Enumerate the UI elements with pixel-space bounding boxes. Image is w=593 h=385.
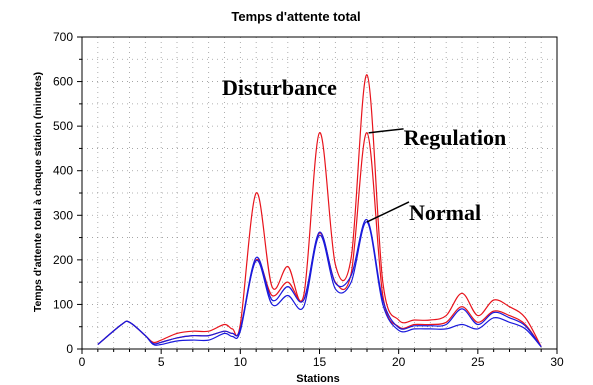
annotation-label: Normal — [409, 200, 481, 225]
y-tick-label: 400 — [53, 164, 73, 178]
y-tick-label: 300 — [53, 208, 73, 222]
y-tick-label: 600 — [53, 75, 73, 89]
y-tick-label: 200 — [53, 253, 73, 267]
annotation-pointer — [366, 201, 410, 223]
y-tick-label: 500 — [53, 119, 73, 133]
y-tick-label: 0 — [66, 342, 73, 356]
annotation-label: Regulation — [404, 125, 507, 150]
series-line — [97, 74, 542, 348]
annotation-label: Disturbance — [222, 75, 337, 100]
y-tick-label: 700 — [53, 30, 73, 44]
x-tick-label: 10 — [234, 355, 248, 369]
x-tick-label: 5 — [158, 355, 165, 369]
annotation-pointer — [368, 128, 404, 134]
x-tick-label: 20 — [392, 355, 406, 369]
x-tick-label: 0 — [79, 355, 86, 369]
chart-title: Temps d'attente total — [231, 9, 360, 24]
x-tick-label: 30 — [550, 355, 564, 369]
x-tick-label: 15 — [313, 355, 327, 369]
series-group — [97, 74, 542, 348]
y-tick-label: 100 — [53, 297, 73, 311]
series-line — [97, 221, 542, 348]
y-axis-label: Temps d'attente total à chaque station (… — [32, 72, 44, 312]
series-line — [97, 219, 542, 348]
x-axis-label: Stations — [296, 373, 339, 385]
x-tick-label: 25 — [471, 355, 485, 369]
annotations: Disturbance Regulation Normal — [222, 75, 506, 225]
